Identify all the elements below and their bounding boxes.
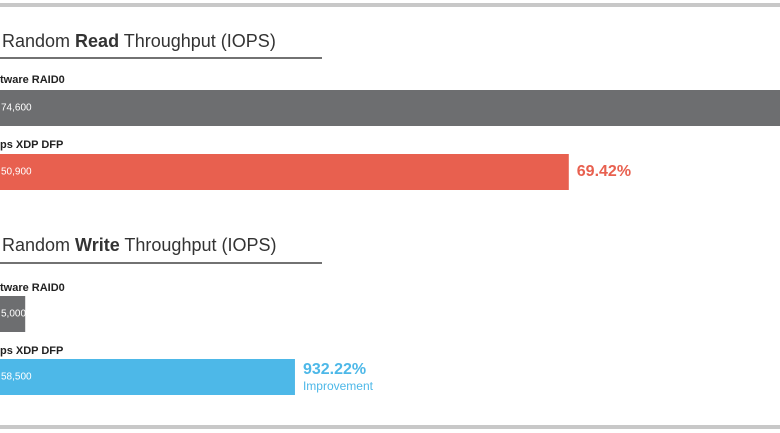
chart-title: Random Read Throughput (IOPS) <box>2 31 276 51</box>
title-part: Write <box>75 235 120 255</box>
title-part: Random <box>2 235 75 255</box>
bar <box>0 359 295 395</box>
bar <box>0 296 26 332</box>
title-part: Read <box>75 31 119 51</box>
value-label: 50,900 <box>1 167 32 178</box>
bar-label: tware RAID0 <box>0 282 65 294</box>
annotation: 932.22% <box>303 361 366 378</box>
value-label: 74,600 <box>1 103 32 114</box>
bar <box>0 154 569 190</box>
annotation-sub: Improvement <box>303 379 374 393</box>
value-label: 58,500 <box>1 372 32 383</box>
value-label: 5,000 <box>1 309 26 320</box>
title-part: Throughput (IOPS) <box>120 235 277 255</box>
chart-title: Random Write Throughput (IOPS) <box>2 235 276 255</box>
bar-label: ps XDP DFP <box>0 139 63 151</box>
annotation: 69.42% <box>577 163 631 180</box>
bar-label: ps XDP DFP <box>0 345 63 357</box>
bar-label: tware RAID0 <box>0 74 65 86</box>
title-part: Random <box>2 31 75 51</box>
title-part: Throughput (IOPS) <box>119 31 276 51</box>
bar <box>0 90 780 126</box>
